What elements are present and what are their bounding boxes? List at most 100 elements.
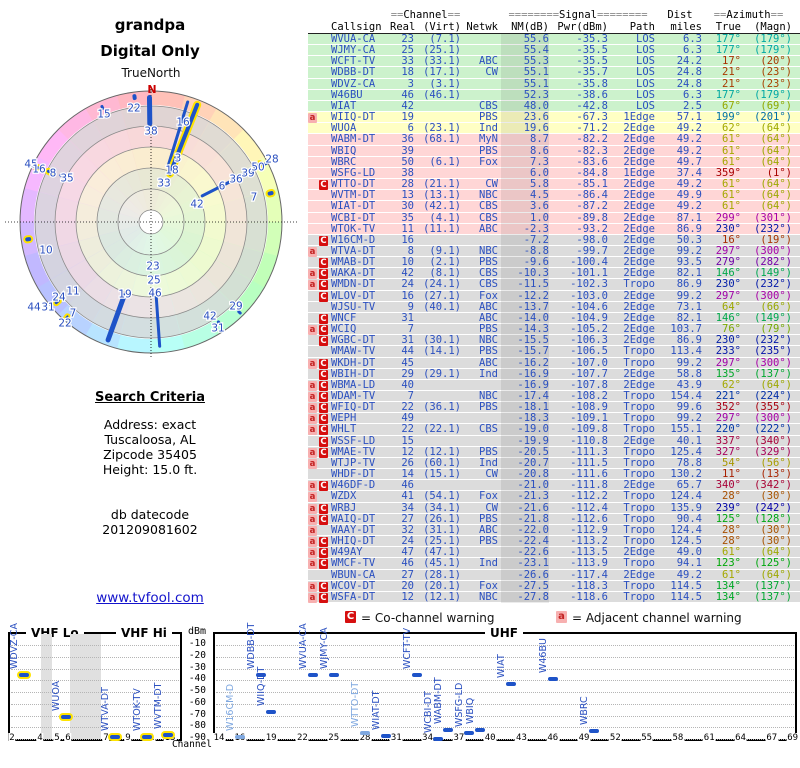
signal-path: 2Edge [623,378,655,391]
real-channel: 7 [407,390,414,402]
virtual-channel: (12.1) [423,590,461,603]
warning-legend: C = Co-channel warning a = Adjacent chan… [0,611,800,626]
power: -35.5 [576,55,608,68]
network: CBS [479,423,498,436]
radar-channel-label: 16 [176,117,190,129]
real-channel: 24 [401,278,414,291]
distance-miles: 49.9 [676,189,702,202]
callsign: WBIH-DT [331,367,376,380]
callsign: WMCF-TV [331,557,376,570]
virtual-channel: (33.1) [423,55,461,68]
station-label: W46BU [537,637,549,673]
radar-bar [44,167,55,177]
signal-path: 2Edge [623,211,655,224]
real-channel: 16 [401,233,414,246]
network: PBS [479,256,498,269]
virtual-channel: (12.1) [423,445,461,458]
radar-channel-label: 31 [211,323,224,335]
signal-path: 2Edge [623,244,655,257]
magnetic-azimuth: (232°) [754,334,792,347]
co-channel-warning-flag: C [319,380,328,391]
network: CBS [479,200,498,213]
network: Ind [479,557,498,570]
distance-miles: 6.3 [683,88,702,101]
magnetic-azimuth: (19°) [760,233,792,246]
table-row: a WIIQ-DT 19 PBS 23.6 -67.3 1Edge 57.1 199° (201°… [308,111,800,124]
virtual-channel: (31.1) [423,523,461,536]
distance-miles: 50.3 [676,233,702,246]
table-row: a C WCOV-DT 20 (20.1) Fox -27.5 -118.3 Tropo 114.… [308,579,800,592]
power: -83.6 [576,155,608,168]
col-nm: NM(dB) [511,21,549,33]
col-path: Path [629,21,655,33]
noise-margin: -21.8 [501,513,549,525]
noise-margin: 4.5 [501,190,549,202]
network: PBS [479,512,498,525]
signal-path: LOS [636,33,655,45]
noise-margin: -15.5 [501,335,549,347]
power: -111.6 [570,468,608,481]
search-criteria: Search Criteria Address: exact Tuscaloos… [0,390,300,537]
radar-channel-label: 24 [52,292,66,304]
distance-miles: 93.5 [676,256,702,269]
search-zipcode: Zipcode 35405 [103,447,197,462]
radar-channel-label: 44 [27,302,41,314]
callsign: WIAT-DT [331,200,376,213]
station-label: WVUA-CA [297,623,309,669]
signal-path: LOS [636,55,655,68]
true-azimuth: 297° [715,244,741,257]
real-channel: 27 [401,512,414,525]
virtual-channel: (25.1) [423,535,461,548]
power: -82.2 [576,133,608,146]
power: -109.8 [570,423,608,436]
noise-margin: -21.3 [501,491,549,503]
radar-channel-label: 35 [60,173,73,185]
real-channel: 31 [401,311,414,324]
callsign: WHDF-DT [331,468,376,481]
virtual-channel: (17.1) [423,66,461,79]
radar-channel-label: 39 [241,168,254,180]
distance-miles: 99.2 [676,244,702,257]
radar-bar [63,313,71,321]
radar-channel-label: 18 [165,165,178,177]
dbm-tick-label: -50 [188,685,206,696]
power: -105.2 [570,323,608,336]
table-row: a C WSFA-DT 12 (12.1) NBC -27.8 -118.6 Tropo 114.… [308,590,800,603]
table-row: a C WMDN-DT 24 (24.1) CBS -11.5 -102.3 Tropo 86.9… [308,278,800,291]
distance-miles: 155.1 [670,423,702,436]
col-real: Real [390,21,416,33]
adjacent-warning-flag: a [308,325,317,336]
power: -111.5 [570,456,608,469]
co-channel-warning-flag: C [319,414,328,425]
radar-channel-label: 16 [32,164,46,176]
true-azimuth: 64° [722,300,741,313]
true-azimuth: 125° [715,512,741,525]
network: Fox [479,579,498,592]
signal-path: 2Edge [623,200,655,213]
true-azimuth: 135° [715,367,741,380]
magnetic-azimuth: (64°) [760,568,792,581]
station-label: WTOK-TV [132,688,143,731]
channel-tick: 69 [786,733,800,743]
radar-bar [32,163,42,172]
real-channel: 6 [407,122,414,135]
signal-path: 2Edge [623,133,655,146]
radar-channel-label: 31 [41,302,54,314]
power: -71.2 [576,122,608,135]
signal-bar [464,730,475,735]
adjacent-warning-flag: a [308,414,317,425]
power: -108.2 [570,390,608,402]
noise-margin: -22.0 [501,524,549,537]
channel-tick: 13 [163,733,177,743]
magnetic-azimuth: (64°) [760,189,792,202]
dbm-gridline [11,715,179,717]
radar-channel-label: 29 [229,301,242,313]
magnetic-azimuth: (23°) [760,66,792,79]
signal-path: Tropo [623,456,655,469]
power: -85.1 [576,178,608,191]
power: -117.4 [570,568,608,581]
virtual-channel: (8.1) [429,267,461,280]
real-channel: 42 [401,267,414,280]
table-row: a C W49AY 47 (47.1) -22.6 -113.5 2Edge 49.0 61° (6… [308,547,800,559]
tvfool-link[interactable]: www.tvfool.com [96,590,204,606]
